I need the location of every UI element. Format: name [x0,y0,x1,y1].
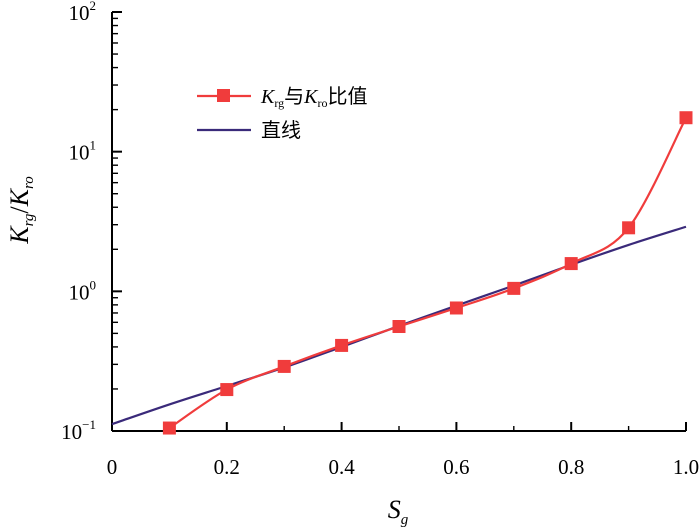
y-axis-title: Krg/Kro [5,176,37,245]
y-tick-label: 100 [69,277,97,304]
ratio-point [622,221,636,235]
legend-marker-ratio [217,89,230,102]
y-tick-label: 10−1 [61,417,96,444]
y-tick-label: 102 [69,0,97,25]
legend-label-straight: 直线 [261,119,301,142]
y-minor-ticks [112,17,118,390]
legend-label-ratio: Krg与Kro比值 [260,85,367,110]
x-tick-label: 0.2 [214,455,240,479]
ratio-point [449,301,463,315]
ratio-point [564,257,578,271]
ratio-point [392,320,406,334]
x-axis-title: Sg [388,495,409,528]
ratio-point [220,383,234,397]
legend: Krg与Kro比值 直线 [197,85,367,142]
x-ticks: 0 0.2 0.4 0.6 0.8 1.0 [107,422,699,479]
ratio-point [277,359,291,373]
y-major-ticks: 10−1 100 101 102 [61,0,122,444]
ratio-point [679,111,693,125]
ratio-markers [162,111,693,435]
ratio-point [335,338,349,352]
x-tick-label: 1.0 [673,455,699,479]
x-tick-label: 0.6 [443,455,469,479]
ratio-point [507,281,521,295]
x-tick-label: 0 [107,455,118,479]
y-tick-label: 101 [69,138,97,165]
x-tick-label: 0.8 [558,455,584,479]
x-tick-label: 0.4 [328,455,355,479]
ratio-point [162,421,176,435]
series-line-ratio [168,117,687,429]
